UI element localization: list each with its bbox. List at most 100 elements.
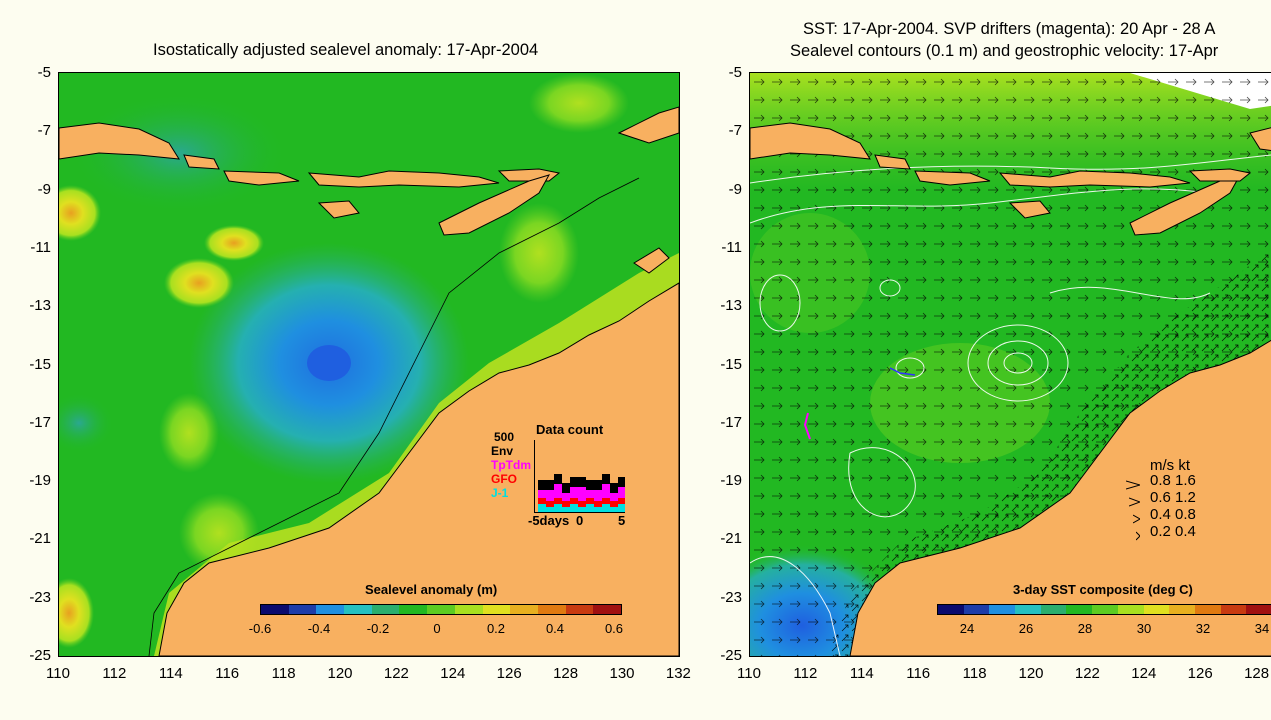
data-source-label: GFO [491,472,517,486]
colorbar-tick-label: 30 [1136,621,1152,636]
colorbar-tick-label: 32 [1195,621,1211,636]
histogram-bar-segment [594,480,602,490]
colorbar-segment [989,605,1016,614]
histogram-bar-segment [602,474,610,484]
velocity-scale-arrow [1135,529,1141,541]
colorbar-segment [316,605,345,614]
y-tick-label: -9 [37,180,51,198]
y-tick-label: -23 [29,588,51,606]
data-count-title: Data count [536,422,604,437]
colorbar-segment [565,605,594,614]
sst-map [750,73,1271,656]
x-tick-label: 124 [1131,665,1157,682]
velocity-scale-arrow [1125,478,1142,490]
colorbar-segment [454,605,483,614]
velocity-scale-row: 0.4 0.8 [1150,506,1196,523]
x-tick-label: 126 [1187,665,1213,682]
histogram-bar-segment [554,484,562,498]
left-colorbar [260,604,622,615]
colorbar-segment [288,605,317,614]
colorbar-segment [261,605,289,614]
colorbar-segment [963,605,990,614]
right-panel-title-line1: SST: 17-Apr-2004. SVP drifters (magenta)… [803,20,1216,38]
left-colorbar-title: Sealevel anomaly (m) [365,582,498,597]
data-count-x-label: 0 [576,513,584,528]
y-tick-label: -25 [720,647,742,664]
x-tick-label: 116 [906,665,931,682]
histogram-bar-segment [618,504,626,512]
colorbar-segment [1143,605,1170,614]
x-tick-label: 130 [609,665,635,682]
velocity-scale-row: 0.6 1.2 [1150,489,1196,506]
histogram-bar-segment [546,480,554,490]
histogram-bar-segment [538,504,546,512]
histogram-bar-segment [602,498,610,504]
colorbar-tick-label: 26 [1018,621,1034,636]
x-tick-label: 120 [327,665,353,682]
histogram-bar-segment [618,477,626,487]
bathymetry-contour [148,177,640,656]
histogram-bar-segment [554,474,562,484]
histogram-bar-segment [538,490,546,498]
data-source-label: Env [491,444,514,458]
x-tick-label: 132 [665,665,691,682]
colorbar-segment [1194,605,1221,614]
histogram-bar-segment [610,501,618,507]
y-tick-label: -17 [29,413,51,431]
x-tick-label: 112 [102,665,127,682]
velocity-scale-row: 0.8 1.6 [1150,472,1196,489]
colorbar-segment [1117,605,1144,614]
histogram-bar-segment [594,501,602,507]
histogram-bar-segment [570,498,578,504]
colorbar-segment [371,605,400,614]
y-tick-label: -13 [720,297,742,315]
y-tick-label: -13 [29,297,51,315]
right-panel-title-line2: Sealevel contours (0.1 m) and geostrophi… [790,42,1219,60]
velocity-scale-arrow [1132,512,1142,524]
right-colorbar [937,604,1271,615]
y-tick-label: -19 [29,472,51,490]
left-map-panel [58,72,680,657]
y-tick-label: -19 [720,472,742,490]
histogram-bar-segment [554,498,562,504]
x-tick-label: 126 [496,665,522,682]
histogram-bar-segment [546,490,554,501]
histogram-bar-segment [554,504,562,512]
colorbar-segment [1169,605,1195,614]
data-count-x-label: -5days [528,513,570,528]
x-tick-label: 112 [793,665,818,682]
colorbar-tick-label: 34 [1254,621,1270,636]
flores-island [307,170,500,188]
data-count-histogram [534,440,626,513]
svp-drifter-track [803,412,811,440]
histogram-bar-segment [570,477,578,487]
colorbar-tick-label: 28 [1077,621,1093,636]
data-source-label: J-1 [491,486,509,500]
colorbar-segment [537,605,566,614]
colorbar-segment [1066,605,1093,614]
histogram-bar-segment [610,493,618,501]
velocity-scale-arrow [1128,495,1142,507]
y-tick-label: -9 [728,180,742,198]
colorbar-segment [1015,605,1041,614]
histogram-bar-segment [594,490,602,501]
y-tick-label: -21 [29,530,51,548]
histogram-bar-segment [562,507,570,512]
colorbar-segment [1092,605,1118,614]
colorbar-segment [482,605,511,614]
y-tick-label: -11 [30,238,51,256]
y-tick-label: -15 [29,355,51,373]
histogram-bar-segment [546,507,554,512]
y-tick-label: -11 [721,238,742,256]
australia-landmass [158,282,679,656]
colorbar-tick-label: 24 [959,621,975,636]
y-tick-label: -7 [728,122,742,140]
left-panel-title: Isostatically adjusted sealevel anomaly:… [153,41,539,59]
x-tick-label: 114 [158,665,183,682]
histogram-bar-segment [578,477,586,487]
histogram-bar-segment [618,487,626,498]
histogram-bar-segment [602,484,610,498]
colorbar-segment [1220,605,1247,614]
colorbar-tick-label: -0.6 [248,621,272,636]
y-tick-label: -5 [37,64,51,81]
